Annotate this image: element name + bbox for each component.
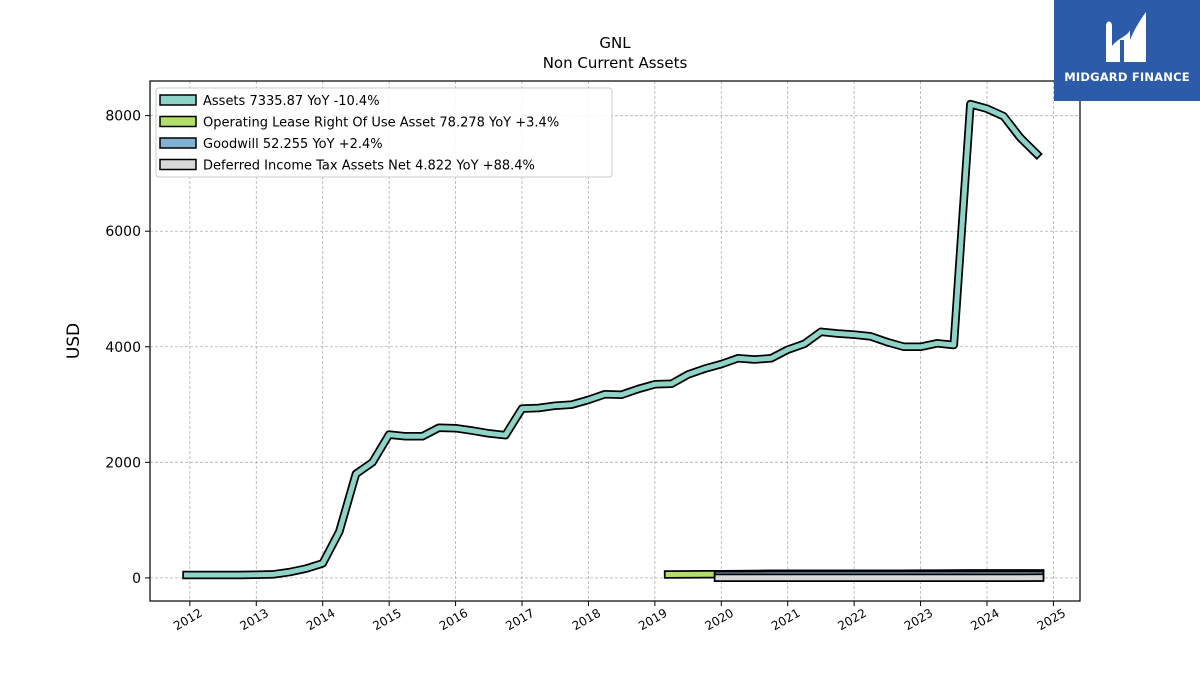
x-tick-label: 2017 bbox=[503, 606, 536, 633]
legend: Assets 7335.87 YoY -10.4% Operating Lease… bbox=[155, 87, 613, 178]
plot-frame bbox=[149, 80, 1081, 602]
axis-ticks: 2012 2013 2014 2015 2016 2017 2018 2019 2020 2021… bbox=[105, 109, 1068, 634]
series-line-0 bbox=[184, 101, 1041, 578]
x-tick-label: 2012 bbox=[171, 606, 204, 633]
legend-swatch-2 bbox=[159, 137, 197, 149]
y-tick-label: 2000 bbox=[105, 455, 141, 471]
legend-label-1: Operating Lease Right Of Use Asset 78.27… bbox=[203, 116, 559, 131]
x-tick-label: 2018 bbox=[570, 606, 603, 633]
chart-title: GNL bbox=[599, 34, 631, 52]
legend-label-2: Goodwill 52.255 YoY +2.4% bbox=[203, 137, 383, 152]
x-tick-label: 2016 bbox=[437, 606, 470, 633]
y-tick-label: 6000 bbox=[105, 224, 141, 240]
legend-box bbox=[155, 87, 613, 178]
x-tick-label: 2021 bbox=[769, 606, 802, 633]
x-tick-label: 2013 bbox=[238, 606, 271, 633]
legend-swatch-3 bbox=[159, 158, 197, 171]
y-tick-label: 4000 bbox=[105, 340, 141, 356]
x-tick-label: 2023 bbox=[902, 606, 935, 633]
y-tick-label: 8000 bbox=[105, 109, 141, 125]
x-tick-label: 2014 bbox=[304, 606, 337, 633]
brand-mark-icon bbox=[1106, 12, 1146, 62]
brand-name: MIDGARD FINANCE bbox=[1064, 70, 1190, 84]
x-tick-label: 2022 bbox=[835, 606, 868, 633]
x-tick-label: 2015 bbox=[370, 606, 403, 633]
legend-label-3: Deferred Income Tax Assets Net 4.822 YoY… bbox=[203, 159, 535, 174]
legend-swatch-1 bbox=[159, 115, 197, 128]
y-axis-label: USD bbox=[64, 323, 84, 359]
series-group bbox=[182, 99, 1045, 583]
y-tick-label: 0 bbox=[132, 571, 141, 587]
x-tick-label: 2024 bbox=[968, 606, 1001, 633]
brand-logo: MIDGARD FINANCE bbox=[1054, 0, 1200, 101]
x-tick-label: 2019 bbox=[636, 606, 669, 633]
x-tick-label: 2025 bbox=[1035, 606, 1068, 633]
legend-label-0: Assets 7335.87 YoY -10.4% bbox=[203, 94, 380, 109]
x-tick-label: 2020 bbox=[703, 606, 736, 633]
legend-swatch-0 bbox=[159, 94, 197, 106]
chart-subtitle: Non Current Assets bbox=[543, 54, 688, 72]
